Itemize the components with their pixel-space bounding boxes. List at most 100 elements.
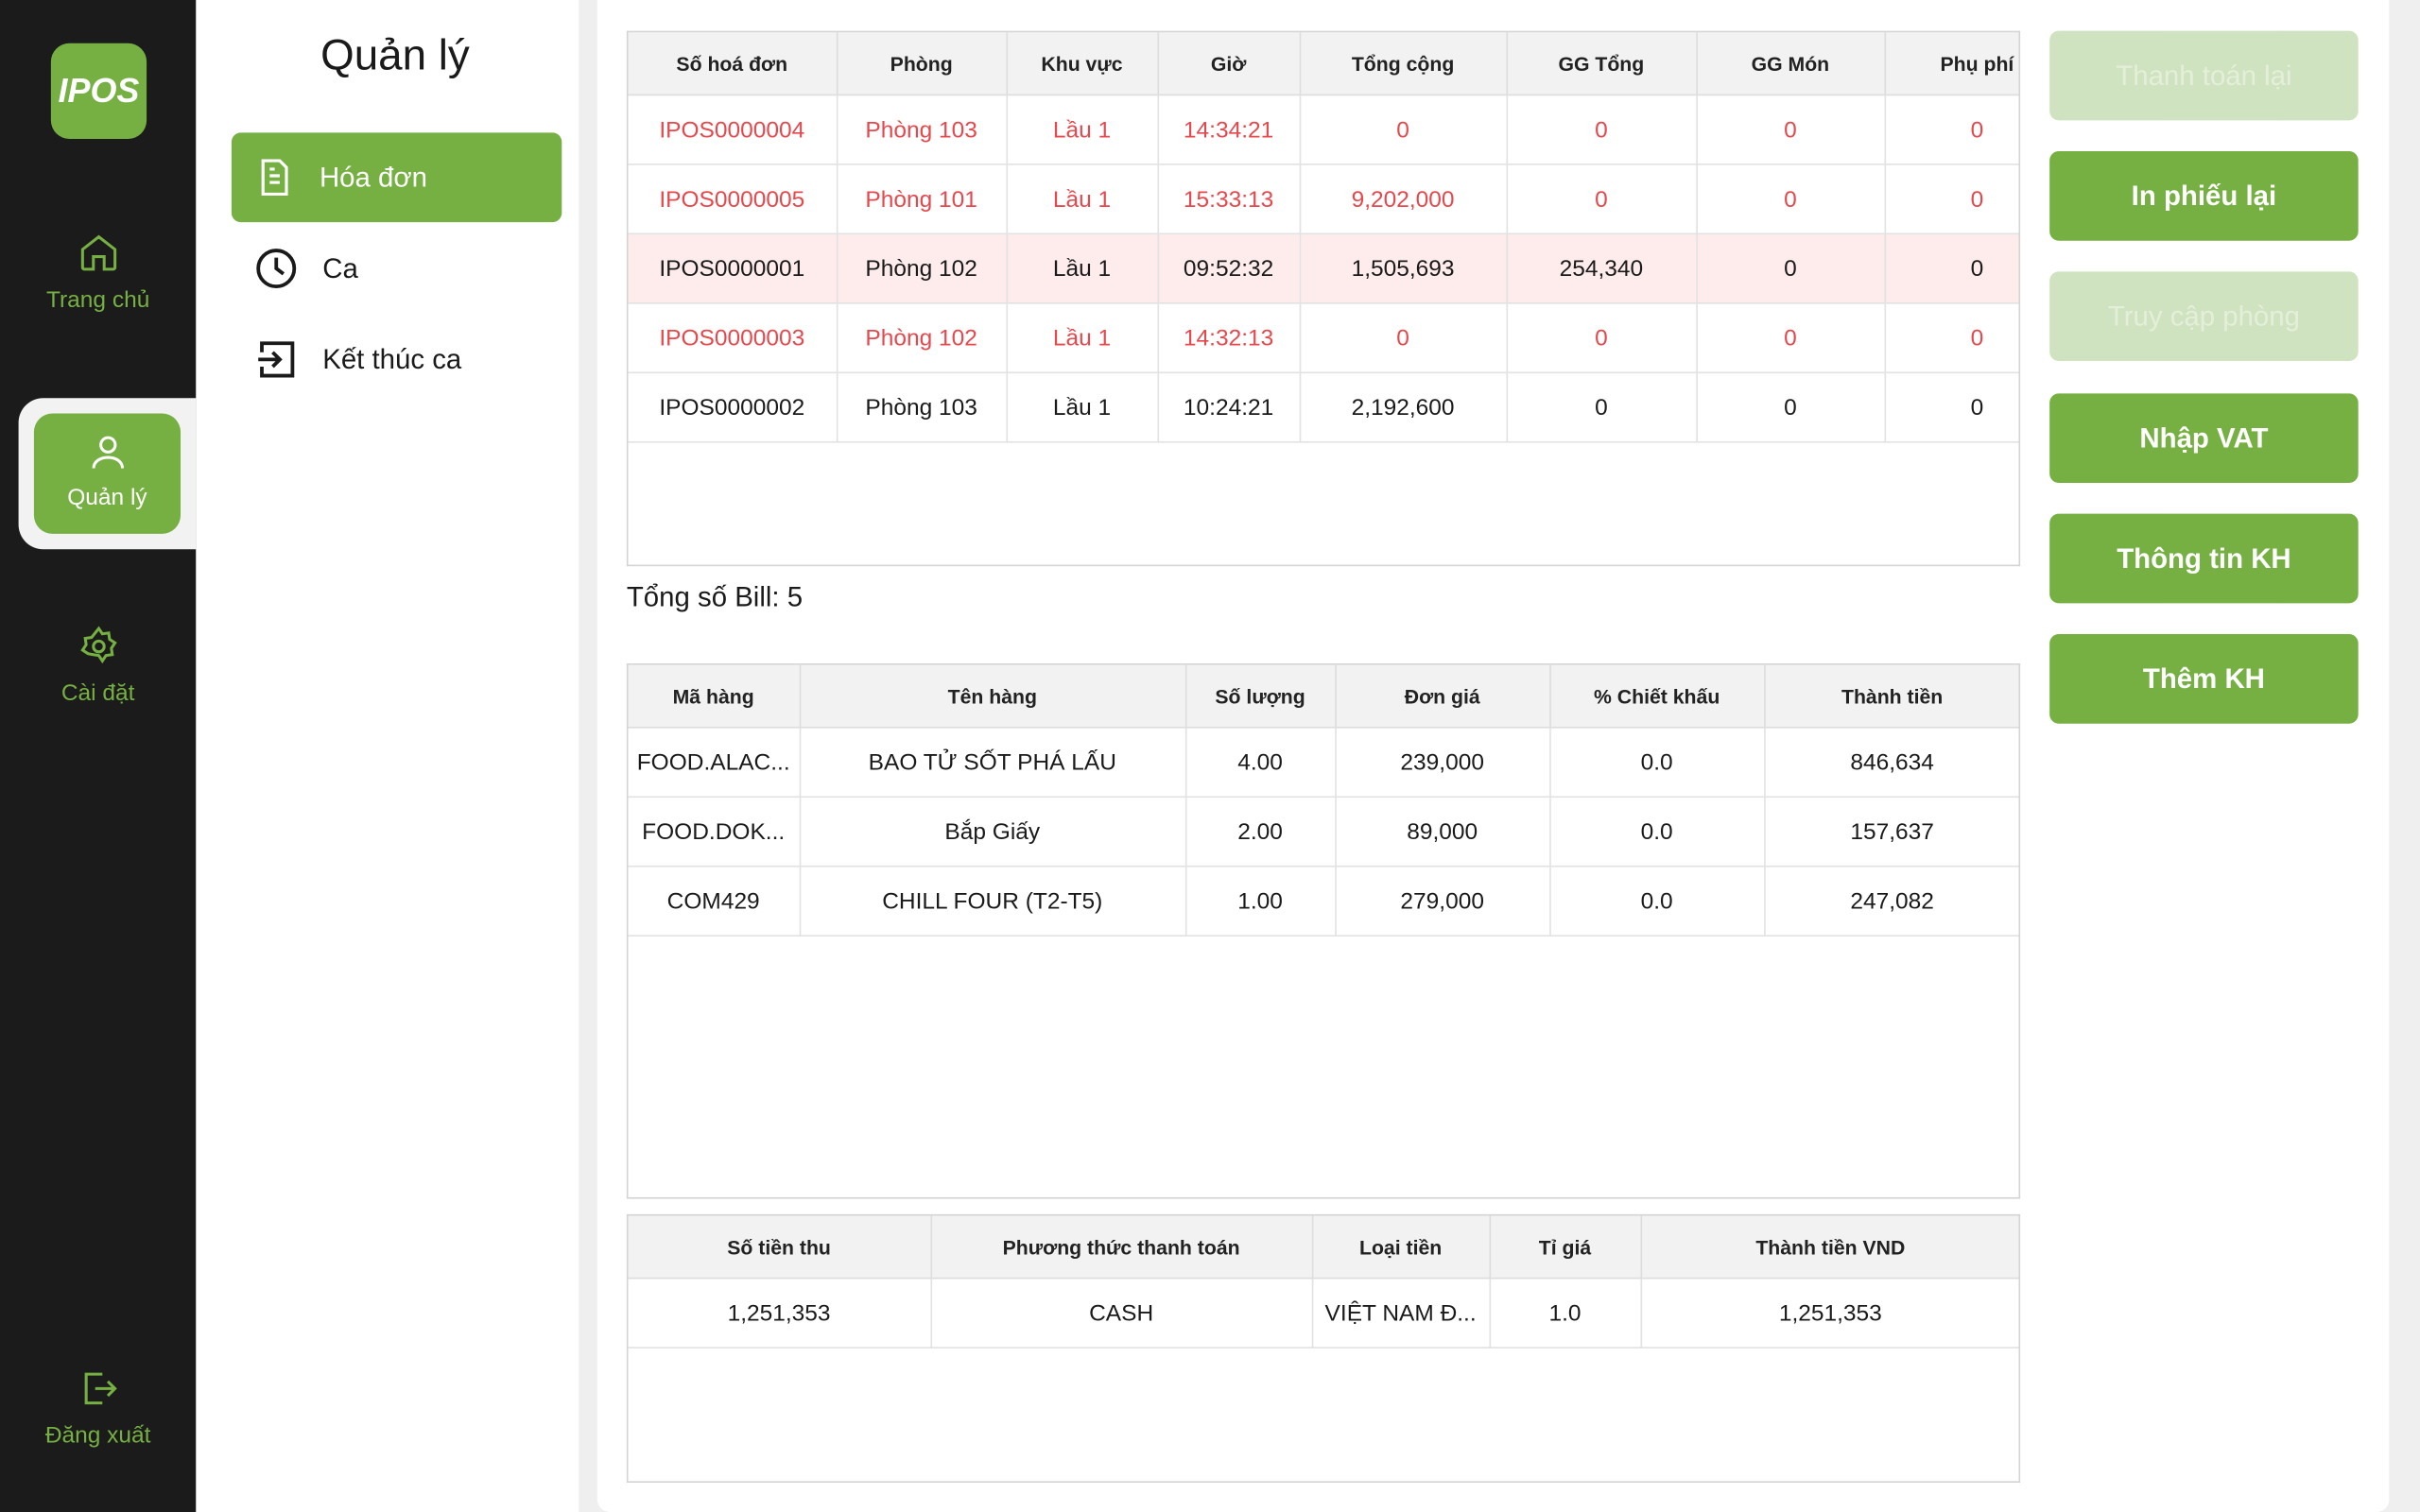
cell: Lầu 1: [1006, 233, 1159, 304]
action-button: Thanh toán lại: [2049, 30, 2359, 121]
cell: IPOS0000001: [628, 233, 838, 304]
row[interactable]: IPOS0000001 Phòng 102 Lầu 1 09:52:32 1,505,6…: [628, 233, 2019, 304]
nav-settings[interactable]: Cài đặt: [0, 625, 196, 707]
row[interactable]: FOOD.DOK... Bắp Giấy 2.00 89,000 0.0 157,637: [628, 797, 2019, 868]
cell: 0: [1696, 372, 1886, 443]
cell: 0.0: [1549, 727, 1765, 799]
cell: Phòng 103: [836, 372, 1008, 443]
column-header: GG Món: [1696, 32, 1886, 96]
cell: 4.00: [1184, 727, 1337, 799]
payments-table: Số tiền thu Phương thức thanh toán Loại ti…: [626, 1213, 2021, 1483]
header-row: Số tiền thu Phương thức thanh toán Loại ti…: [628, 1215, 2019, 1280]
cell: Lầu 1: [1006, 163, 1159, 235]
cell: 1,251,353: [1640, 1278, 2019, 1349]
cell: Lầu 1: [1006, 302, 1159, 374]
cell: 157,637: [1764, 797, 2019, 868]
cell: 247,082: [1764, 866, 2019, 937]
action-button[interactable]: Thêm KH: [2049, 634, 2359, 724]
cell: Phòng 102: [836, 233, 1008, 304]
cell: 2,192,600: [1299, 372, 1508, 443]
nav-home[interactable]: Trang chủ: [0, 232, 196, 314]
column-header: Số lượng: [1184, 664, 1337, 729]
nav-label: Cài đặt: [60, 679, 135, 707]
cell: IPOS0000005: [628, 163, 838, 235]
invoice-table: Số hoá đơn Phòng Khu vực Giờ Tổng cộng GG Tổn…: [626, 30, 2021, 567]
cell: 09:52:32: [1157, 233, 1301, 304]
cell: Phòng 101: [836, 163, 1008, 235]
table: Số tiền thu Phương thức thanh toán Loại ti…: [628, 1215, 2019, 1349]
row[interactable]: FOOD.ALAC... BAO TỬ SỐT PHÁ LẤU 4.00 239,00…: [628, 727, 2019, 799]
cell: 0: [1884, 94, 2019, 165]
cell: 0: [1696, 94, 1886, 165]
cell: CHILL FOUR (T2-T5): [799, 866, 1186, 937]
cell: 0: [1884, 372, 2019, 443]
menu-panel: Quản lý: [196, 0, 579, 1512]
column-header: Loại tiền: [1311, 1215, 1491, 1280]
row[interactable]: IPOS0000002 Phòng 103 Lầu 1 10:24:21 2,192,6…: [628, 372, 2019, 443]
cell: CASH: [930, 1278, 1313, 1349]
cell: 0: [1696, 233, 1886, 304]
header-row: Mã hàng Tên hàng Số lượng Đơn giá% Chiết kh…: [628, 664, 2019, 729]
cell: 9,202,000: [1299, 163, 1508, 235]
column-header: Phòng: [836, 32, 1008, 96]
sidebar: IPOS: [0, 0, 197, 1512]
cell: 14:32:13: [1157, 302, 1301, 374]
cell: 0: [1696, 302, 1886, 374]
action-button[interactable]: In phiếu lại: [2049, 150, 2359, 241]
row[interactable]: IPOS0000003 Phòng 102 Lầu 1 14:32:13 0 0 0 0: [628, 302, 2019, 374]
cell: 846,634: [1764, 727, 2019, 799]
cell: 0: [1506, 302, 1698, 374]
cell: 254,340: [1506, 233, 1698, 304]
column-header: GG Tổng: [1506, 32, 1698, 96]
cell: IPOS0000003: [628, 302, 838, 374]
column-header: Giờ: [1157, 32, 1301, 96]
menu-item[interactable]: Hóa đơn: [231, 132, 562, 223]
table: Mã hàng Tên hàng Số lượng Đơn giá% Chiết kh…: [628, 664, 2019, 937]
column-header: Khu vực: [1006, 32, 1159, 96]
cell: IPOS0000002: [628, 372, 838, 443]
menu-label: Kết thúc ca: [322, 343, 462, 374]
cell: COM429: [628, 866, 801, 937]
nav-manage[interactable]: Quản lý: [33, 413, 182, 534]
cell: 0: [1506, 372, 1698, 443]
cell: 1.0: [1489, 1278, 1642, 1349]
column-header: Tên hàng: [799, 664, 1186, 729]
row[interactable]: IPOS0000005 Phòng 101 Lầu 1 15:33:13 9,202,0…: [628, 163, 2019, 235]
menu-item[interactable]: Ca: [232, 224, 562, 314]
cell: 1,251,353: [628, 1278, 932, 1349]
row[interactable]: 1,251,353 CASH VIỆT NAM Đ... 1.0 1,251,353: [628, 1278, 2019, 1349]
nav-label: Trang chủ: [45, 286, 150, 314]
column-header: Phương thức thanh toán: [930, 1215, 1313, 1280]
action-button[interactable]: Nhập VAT: [2049, 393, 2359, 484]
column-header: Thành tiền VND: [1640, 1215, 2019, 1280]
nav-logout[interactable]: Đăng xuất: [0, 1367, 196, 1449]
cell: FOOD.ALAC...: [628, 727, 801, 799]
cell: BAO TỬ SỐT PHÁ LẤU: [799, 727, 1186, 799]
row[interactable]: COM429 CHILL FOUR (T2-T5) 1.00 279,000 0.0 24…: [628, 866, 2019, 937]
menu-item[interactable]: Kết thúc ca: [232, 315, 562, 404]
cell: 0.0: [1549, 866, 1765, 937]
cell: Bắp Giấy: [799, 797, 1186, 868]
menu-label: Ca: [322, 251, 358, 284]
total-bills: Tổng số Bill: 5: [626, 581, 804, 613]
cell: 0: [1506, 94, 1698, 165]
cell: Lầu 1: [1006, 94, 1159, 165]
cell: 1.00: [1184, 866, 1337, 937]
cell: 0: [1884, 233, 2019, 304]
row[interactable]: IPOS0000004 Phòng 103 Lầu 1 14:34:21 0 0 0 0: [628, 94, 2019, 165]
column-header: Phụ phí: [1884, 32, 2019, 96]
cell: 0: [1884, 302, 2019, 374]
cell: Phòng 102: [836, 302, 1008, 374]
cell: 15:33:13: [1157, 163, 1301, 235]
cell: 0.0: [1549, 797, 1765, 868]
cell: 279,000: [1335, 866, 1550, 937]
nav-label: Quản lý: [67, 484, 147, 511]
cell: 0: [1696, 163, 1886, 235]
column-header: Mã hàng: [628, 664, 801, 729]
cell: IPOS0000004: [628, 94, 838, 165]
cell: 1,505,693: [1299, 233, 1508, 304]
cell: 0: [1506, 163, 1698, 235]
action-button[interactable]: Thông tin KH: [2049, 513, 2359, 604]
cell: Phòng 103: [836, 94, 1008, 165]
